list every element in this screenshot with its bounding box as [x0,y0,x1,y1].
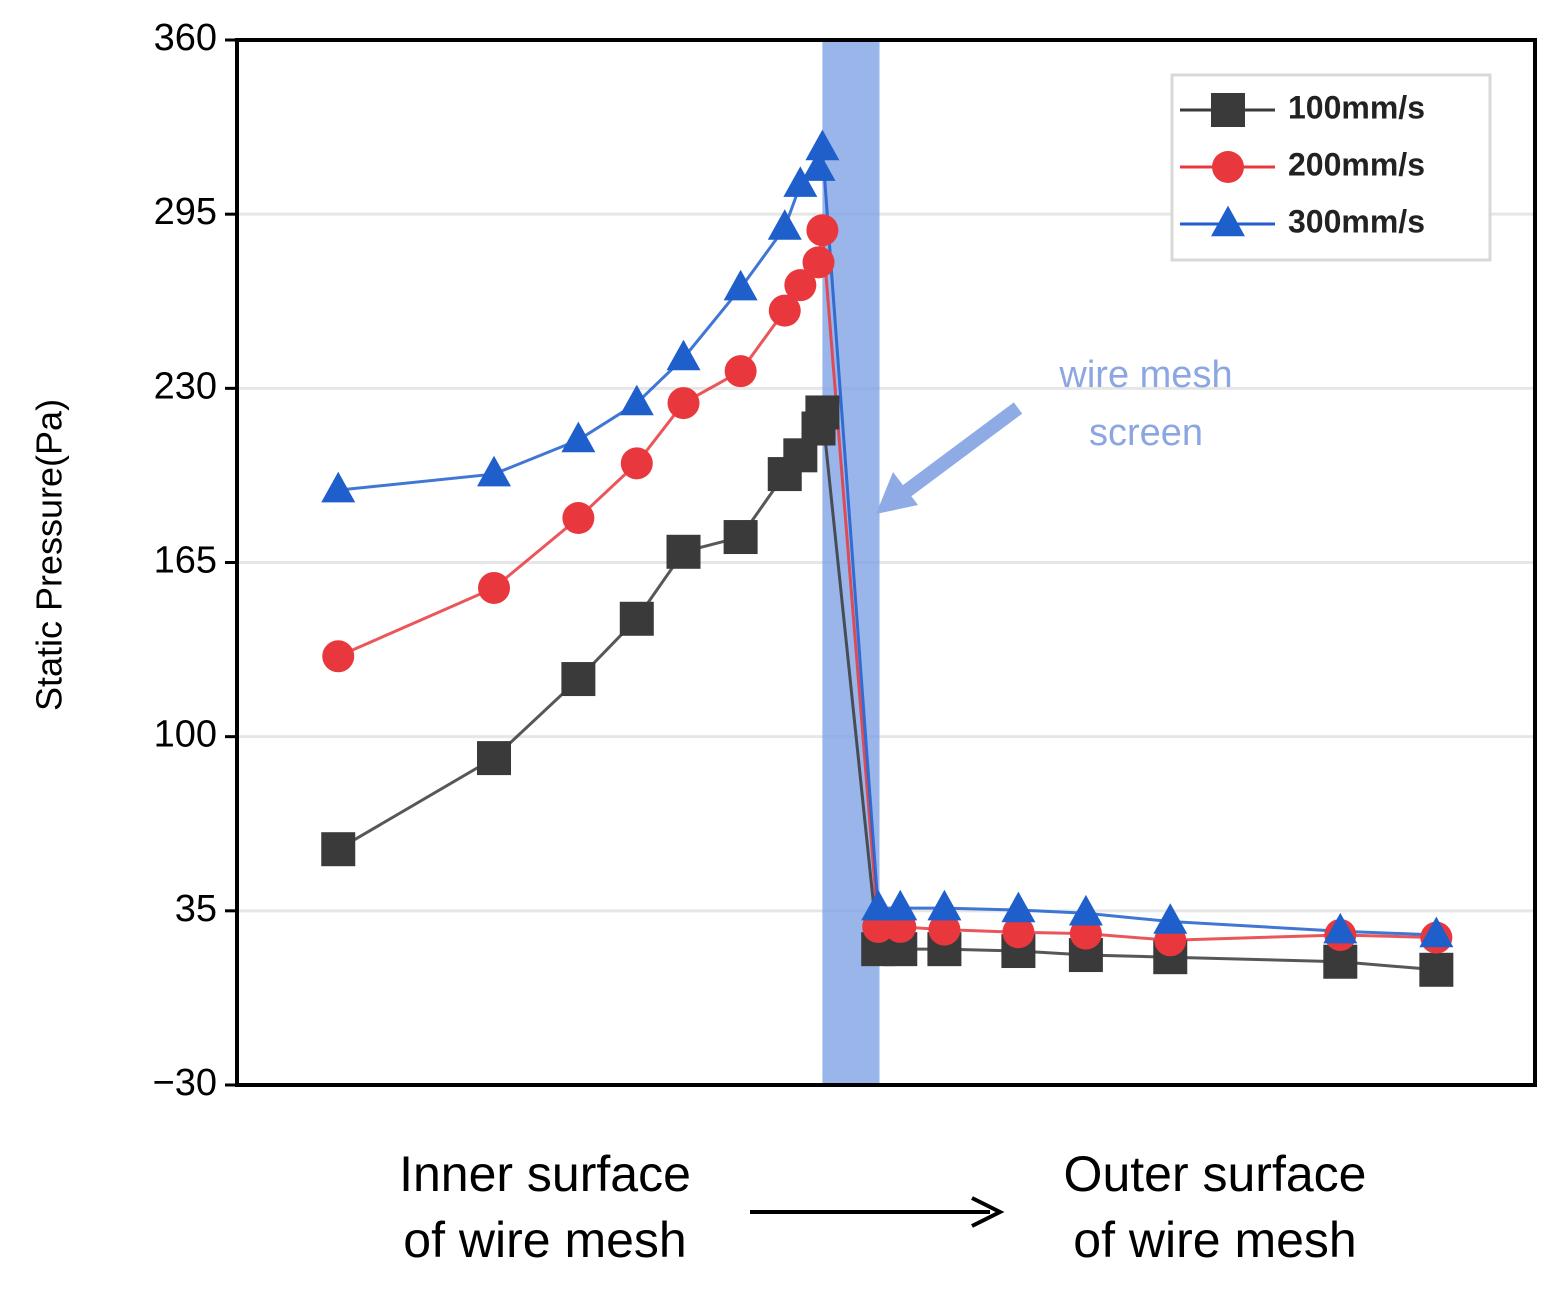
marker [477,455,512,487]
legend-label: 100mm/s [1288,89,1425,125]
marker [1419,952,1454,987]
marker [861,889,896,921]
x-axis-label: Outer surface [1064,1146,1367,1202]
marker [561,662,596,697]
annotation-arrow-head [876,472,918,514]
marker [806,214,839,247]
marker [768,294,801,327]
direction-arrow-head [971,1196,1005,1228]
marker [723,269,758,301]
marker [783,166,818,197]
marker [321,832,356,867]
marker [478,571,511,604]
marker [620,447,653,480]
marker [1419,916,1454,948]
marker [1211,93,1245,127]
marker [1212,151,1244,183]
annotation-arrow [895,402,1023,502]
x-axis-label: of wire mesh [1073,1212,1356,1268]
legend-label: 200mm/s [1288,146,1425,182]
legend-label: 300mm/s [1288,203,1425,239]
marker [619,384,654,416]
marker [619,601,654,636]
annotation: wire mesh [1058,354,1232,396]
marker [883,889,918,921]
y-tick-label: 295 [154,191,217,233]
y-tick-label: 35 [175,888,217,930]
marker [666,534,701,569]
marker [1001,891,1036,923]
series-line [338,147,1437,937]
x-axis-label: of wire mesh [403,1212,686,1268]
marker [1153,903,1188,934]
y-axis-label: Static Pressure(Pa) [29,399,70,711]
marker [1002,916,1035,949]
y-tick-label: 230 [154,365,217,407]
marker [928,913,961,946]
y-tick-label: −30 [153,1062,217,1104]
marker [927,889,962,921]
plot-frame [235,38,1537,1087]
marker [805,395,840,430]
marker [784,269,817,302]
marker [801,150,836,181]
marker [1069,917,1102,950]
marker [1068,894,1103,926]
marker [322,640,355,673]
marker [1323,912,1358,944]
marker [321,471,356,503]
marker [561,421,596,453]
y-tick-label: 100 [154,714,217,756]
marker [666,339,701,371]
y-tick-label: 360 [154,17,217,59]
marker [1211,205,1245,237]
marker [667,387,700,420]
marker [767,209,802,240]
y-tick-label: 165 [154,540,217,582]
marker [802,246,835,279]
marker [723,520,758,555]
x-axis-label: Inner surface [399,1146,691,1202]
annotation: screen [1089,412,1203,454]
marker [724,355,757,388]
marker [477,741,512,776]
marker [805,129,840,161]
marker [562,502,595,535]
